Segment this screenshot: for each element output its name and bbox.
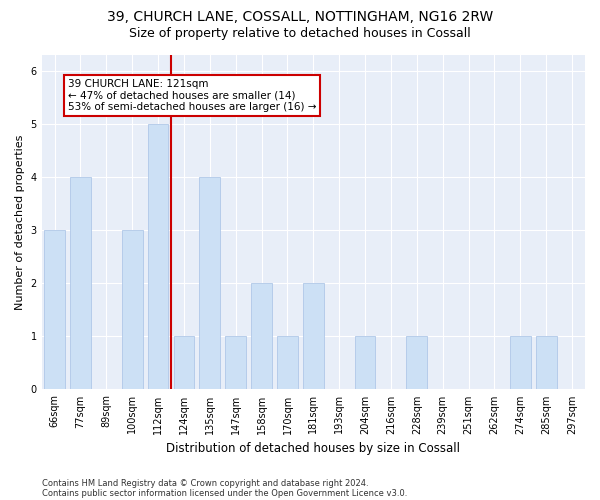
Bar [199,177,220,390]
X-axis label: Distribution of detached houses by size in Cossall: Distribution of detached houses by size … [166,442,460,455]
Bar [148,124,169,390]
Bar [536,336,557,390]
Bar [226,336,246,390]
Bar [510,336,530,390]
Text: Contains HM Land Registry data © Crown copyright and database right 2024.: Contains HM Land Registry data © Crown c… [42,478,368,488]
Text: 39, CHURCH LANE, COSSALL, NOTTINGHAM, NG16 2RW: 39, CHURCH LANE, COSSALL, NOTTINGHAM, NG… [107,10,493,24]
Bar [355,336,376,390]
Bar [44,230,65,390]
Text: 39 CHURCH LANE: 121sqm
← 47% of detached houses are smaller (14)
53% of semi-det: 39 CHURCH LANE: 121sqm ← 47% of detached… [68,79,316,112]
Bar [70,177,91,390]
Bar [122,230,143,390]
Bar [277,336,298,390]
Text: Size of property relative to detached houses in Cossall: Size of property relative to detached ho… [129,28,471,40]
Bar [406,336,427,390]
Text: Contains public sector information licensed under the Open Government Licence v3: Contains public sector information licen… [42,488,407,498]
Y-axis label: Number of detached properties: Number of detached properties [15,134,25,310]
Bar [173,336,194,390]
Bar [303,284,323,390]
Bar [251,284,272,390]
